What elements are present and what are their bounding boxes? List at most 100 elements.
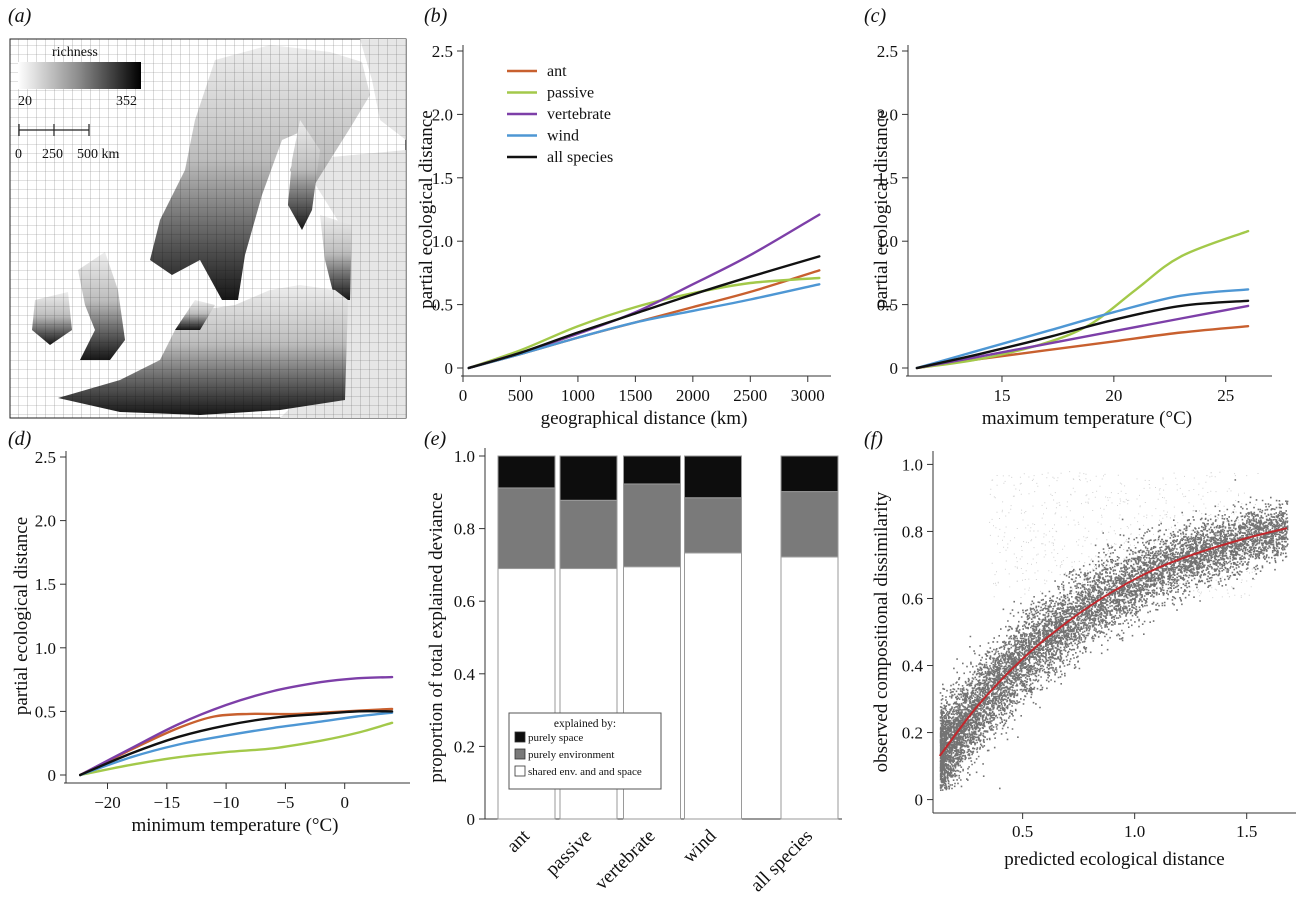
bar-segment-purely-environment <box>623 483 681 568</box>
panel-label-f: (f) <box>864 428 883 450</box>
bar-segment-purely-environment <box>497 487 556 570</box>
richness-max: 352 <box>116 94 137 109</box>
y-tick-label: 2.0 <box>877 105 898 124</box>
y-tick-label: 0.2 <box>902 724 923 743</box>
x-tick-label: 3000 <box>791 386 825 405</box>
x-tick-label: 2500 <box>733 386 767 405</box>
y-tick-label: 2.5 <box>35 448 56 467</box>
legend-label-passive: passive <box>547 85 594 102</box>
series-line-wind <box>915 288 1250 370</box>
x-axis-label: maximum temperature (°C) <box>982 408 1192 429</box>
series-line-all-species <box>915 299 1250 370</box>
x-axis-label: geographical distance (km) <box>541 408 748 429</box>
panel-label-c: (c) <box>864 5 887 27</box>
y-axis-label: proportion of total explained deviance <box>426 492 447 782</box>
grid-cells <box>10 39 406 418</box>
legend: ant passive vertebrate wind all species <box>507 63 613 166</box>
chart-f-observed-vs-predicted: 0 0.2 0.4 0.6 0.8 1.0 0.5 1.0 1.5 predicted ecolo… <box>871 451 1296 870</box>
y-tick-label: 1.5 <box>877 169 898 188</box>
y-axis-label: observed compositional dissimilarity <box>871 491 892 772</box>
chart-b-geographical-distance: 0 0.5 1.0 1.5 2.0 2.5 0 500 1000 1500 2000 2500 3000… <box>416 42 831 429</box>
y-tick-label: 1.5 <box>35 575 56 594</box>
y-tick-label: 0 <box>467 810 476 829</box>
series-line-wind <box>79 711 394 777</box>
x-tick-label: 0 <box>340 793 349 812</box>
series-line-vertebrate <box>79 675 394 777</box>
series-line-passive <box>79 721 394 777</box>
x-tick-label-ant: ant <box>503 825 535 857</box>
x-tick-label: 1.5 <box>1236 822 1257 841</box>
scatter-point-cloud <box>939 479 1289 791</box>
x-tick-label-wind: wind <box>679 825 721 867</box>
bar-segment-shared-env-and-and-space <box>684 552 742 820</box>
x-tick-label: 2000 <box>676 386 710 405</box>
y-tick-label: 0.2 <box>454 737 475 756</box>
y-tick-label: 0.4 <box>902 657 924 676</box>
x-tick-label: −20 <box>94 793 121 812</box>
series-line-all-species <box>79 710 394 777</box>
x-axis-label: minimum temperature (°C) <box>131 815 338 836</box>
legend-label-all-species: all species <box>547 149 613 166</box>
y-tick-label: 1.0 <box>454 447 475 466</box>
series-line-vertebrate <box>467 213 821 370</box>
x-tick-label: 0 <box>459 386 468 405</box>
y-axis-label: partial ecological distance <box>11 517 32 715</box>
y-tick-label: 0 <box>890 359 899 378</box>
richness-map: richness 20 352 0 250 500 km <box>9 38 407 419</box>
scale-tick-500: 500 km <box>77 147 120 162</box>
legend-swatch-purely-environment <box>514 748 526 760</box>
scale-bar: 0 250 500 km <box>15 124 120 162</box>
x-tick-label: 1500 <box>618 386 652 405</box>
series-line-passive <box>915 229 1250 370</box>
x-tick-label: 1.0 <box>1124 822 1145 841</box>
series-line-passive <box>467 276 821 370</box>
legend-label-purely-environment: purely environment <box>528 749 614 761</box>
y-axis-label: partial ecological distance <box>871 110 892 308</box>
bar-segment-shared-env-and-and-space <box>780 556 839 820</box>
x-tick-label: −10 <box>213 793 240 812</box>
bar-segment-purely-environment <box>559 499 618 570</box>
chart-c-maximum-temperature: 0 0.5 1.0 1.5 2.0 2.5 15 20 25 maximum temperatur… <box>871 42 1272 429</box>
x-tick-label: 15 <box>993 386 1010 405</box>
legend-label-shared-env-and-and-space: shared env. and and space <box>528 766 642 778</box>
series-line-vertebrate <box>915 304 1250 370</box>
bar-all-species <box>780 455 839 820</box>
y-tick-label: 1.5 <box>432 169 453 188</box>
x-tick-label: 20 <box>1105 386 1122 405</box>
x-tick-label: 0.5 <box>1012 822 1033 841</box>
axes: 0 0.5 1.0 1.5 2.0 2.5 15 20 25 maximum temperatur… <box>871 42 1272 429</box>
legend-label-wind: wind <box>547 128 579 145</box>
y-tick-label: 0.4 <box>454 665 476 684</box>
y-tick-label: 0.5 <box>877 296 898 315</box>
x-tick-label: 25 <box>1217 386 1234 405</box>
bar-segment-purely-environment <box>780 491 839 558</box>
y-tick-label: 0.5 <box>35 702 56 721</box>
scale-tick-0: 0 <box>15 147 22 162</box>
bar-segment-purely-environment <box>684 497 742 554</box>
x-tick-label: 1000 <box>561 386 595 405</box>
bar-segment-purely-space <box>780 455 839 493</box>
panel-label-b: (b) <box>424 5 448 27</box>
bar-segment-purely-space <box>623 455 681 485</box>
y-tick-label: 2.5 <box>877 42 898 61</box>
y-tick-label: 1.0 <box>432 232 453 251</box>
legend-label-vertebrate: vertebrate <box>547 106 611 123</box>
y-tick-label: 0.8 <box>454 520 475 539</box>
legend-title: explained by: <box>554 718 616 730</box>
panel-label-d: (d) <box>8 428 32 450</box>
richness-colorbar <box>18 62 141 89</box>
x-tick-label-all-species: all species <box>747 826 817 896</box>
bar-segment-purely-space <box>497 455 556 489</box>
bar-segment-purely-space <box>684 455 742 499</box>
axes: 0 0.2 0.4 0.6 0.8 1.0 proportion of total expl… <box>426 447 842 829</box>
x-tick-label-vertebrate: vertebrate <box>591 826 660 895</box>
legend-label-ant: ant <box>547 63 567 80</box>
axes: 0 0.2 0.4 0.6 0.8 1.0 0.5 1.0 1.5 predicted ecolo… <box>871 451 1296 870</box>
series-line-wind <box>467 283 821 370</box>
y-axis-label: partial ecological distance <box>416 110 437 308</box>
chart-e-deviance-partition: 0 0.2 0.4 0.6 0.8 1.0 proportion of total expl… <box>426 447 842 896</box>
bar-segment-purely-space <box>559 455 618 501</box>
